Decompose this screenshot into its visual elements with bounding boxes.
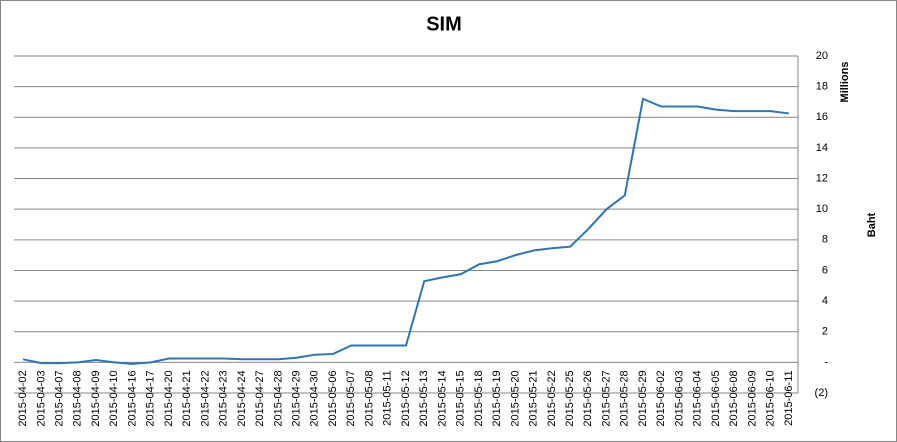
x-tick-label: 2015-06-02: [655, 370, 667, 426]
x-tick-label: 2015-05-11: [382, 370, 394, 425]
x-tick-label: 2015-06-05: [710, 370, 722, 426]
y-tick-label: 4: [822, 295, 828, 307]
x-tick-label: 2015-06-04: [692, 370, 704, 426]
x-tick-label: 2015-04-27: [254, 370, 266, 426]
x-tick-label: 2015-06-08: [728, 370, 740, 426]
x-tick-label: 2015-04-29: [291, 370, 303, 426]
x-tick-label: 2015-04-24: [236, 370, 248, 426]
x-tick-label: 2015-05-13: [418, 370, 430, 426]
x-tick-label: 2015-05-28: [619, 370, 631, 426]
x-tick-label: 2015-05-12: [400, 370, 412, 426]
y-tick-label: 8: [822, 234, 828, 246]
x-tick-label: 2015-05-06: [327, 370, 339, 426]
x-tick-label: 2015-04-23: [218, 370, 230, 426]
x-tick-label: 2015-05-20: [509, 370, 521, 426]
x-tick-label: 2015-04-28: [272, 370, 284, 426]
y-axis-label: Baht: [866, 212, 878, 237]
data-line: [22, 97, 790, 365]
chart-title: SIM: [426, 13, 462, 35]
x-tick-label: 2015-04-16: [126, 370, 138, 426]
x-tick-label: 2015-05-29: [637, 370, 649, 426]
x-tick-label: 2015-04-09: [90, 370, 102, 426]
y-tick-label: 18: [816, 81, 828, 93]
x-tick-label: 2015-04-07: [53, 370, 65, 426]
y-tick-label: 10: [816, 203, 828, 215]
x-tick-label: 2015-04-02: [17, 370, 29, 426]
y-tick-label: 12: [816, 172, 828, 184]
y-tick-label: 6: [822, 264, 828, 276]
y-tick-label: -: [824, 356, 828, 368]
x-tick-label: 2015-04-30: [309, 370, 321, 426]
x-tick-label: 2015-05-26: [582, 370, 594, 426]
x-tick-label: 2015-05-15: [455, 370, 467, 426]
x-tick-label: 2015-04-08: [72, 370, 84, 426]
x-tick-label: 2015-05-14: [436, 370, 448, 426]
x-tick-label: 2015-04-17: [145, 370, 157, 426]
x-tick-label: 2015-04-21: [181, 370, 193, 426]
x-tick-label: 2015-05-08: [363, 370, 375, 426]
x-tick-label: 2015-05-19: [491, 370, 503, 426]
y-tick-label: 2: [822, 326, 828, 338]
x-tick-label: 2015-06-03: [673, 370, 685, 426]
x-tick-label: 2015-05-07: [345, 370, 357, 426]
y-tick-label: 16: [816, 111, 828, 123]
x-tick-label: 2015-06-10: [765, 370, 777, 426]
x-tick-label: 2015-05-22: [546, 370, 558, 426]
x-tick-label: 2015-04-10: [108, 370, 120, 426]
y-units-label: Millions: [839, 62, 851, 103]
y-tick-label: (2): [815, 387, 828, 399]
y-tick-label: 14: [816, 142, 828, 154]
x-tick-label: 2015-05-18: [473, 370, 485, 426]
x-tick-label: 2015-06-11: [783, 370, 795, 425]
x-tick-label: 2015-04-22: [199, 370, 211, 426]
y-tick-label: 20: [816, 50, 828, 62]
x-tick-label: 2015-05-25: [564, 370, 576, 426]
x-tick-label: 2015-04-20: [163, 370, 175, 426]
x-tick-label: 2015-05-27: [600, 370, 612, 426]
x-tick-label: 2015-06-09: [746, 370, 758, 426]
x-tick-label: 2015-05-21: [528, 370, 540, 426]
x-tick-label: 2015-04-03: [35, 370, 47, 426]
